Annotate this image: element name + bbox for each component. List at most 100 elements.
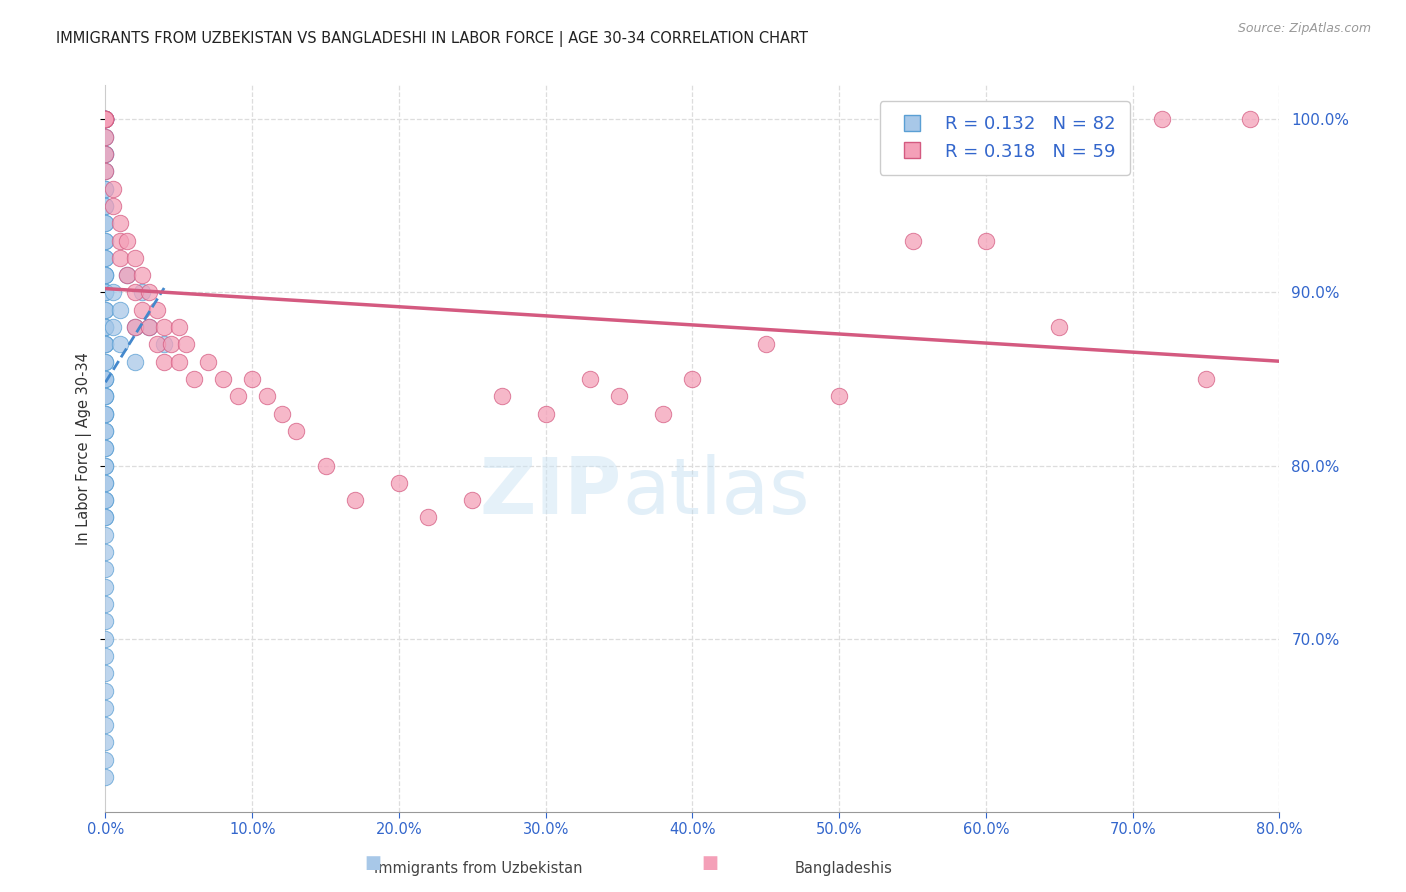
Point <box>94 372 117 386</box>
Point <box>131 302 153 317</box>
Point <box>94 424 117 438</box>
Point <box>94 234 117 248</box>
Point <box>197 354 219 368</box>
Point <box>211 372 233 386</box>
Point <box>534 407 557 421</box>
Point <box>94 164 117 178</box>
Point <box>167 320 190 334</box>
Point <box>94 597 117 611</box>
Point <box>94 510 117 524</box>
Point <box>94 666 117 681</box>
Point <box>101 285 124 300</box>
Point <box>94 285 117 300</box>
Point <box>94 302 117 317</box>
Point <box>94 389 117 403</box>
Point <box>124 251 146 265</box>
Point <box>124 320 146 334</box>
Point <box>94 442 117 455</box>
Point <box>94 320 117 334</box>
Point <box>94 458 117 473</box>
Point <box>901 234 924 248</box>
Point <box>94 216 117 230</box>
Point <box>94 199 117 213</box>
Point <box>94 753 117 767</box>
Point <box>94 199 117 213</box>
Point <box>94 580 117 594</box>
Point <box>94 389 117 403</box>
Point <box>117 268 139 282</box>
Point <box>94 648 117 663</box>
Point <box>315 458 337 473</box>
Point <box>94 112 117 127</box>
Point <box>94 337 117 351</box>
Point <box>94 528 117 542</box>
Point <box>94 147 117 161</box>
Text: Immigrants from Uzbekistan: Immigrants from Uzbekistan <box>374 861 582 876</box>
Point <box>94 615 117 629</box>
Point <box>94 129 117 144</box>
Point <box>755 337 778 351</box>
Point <box>94 302 117 317</box>
Point <box>1239 112 1261 127</box>
Point <box>94 112 117 127</box>
Point <box>94 285 117 300</box>
Point <box>146 302 169 317</box>
Point <box>94 354 117 368</box>
Point <box>94 251 117 265</box>
Point <box>94 770 117 784</box>
Point <box>1150 112 1173 127</box>
Point <box>94 147 117 161</box>
Point <box>94 181 117 195</box>
Point <box>607 389 630 403</box>
Point <box>124 285 146 300</box>
Point <box>94 112 117 127</box>
Point <box>101 199 124 213</box>
Point <box>94 112 117 127</box>
Point <box>108 251 131 265</box>
Point <box>94 545 117 559</box>
Point <box>108 337 131 351</box>
Point <box>94 181 117 195</box>
Point <box>108 302 131 317</box>
Point <box>94 268 117 282</box>
Text: Bangladeshis: Bangladeshis <box>794 861 893 876</box>
Point <box>388 475 411 490</box>
Point <box>94 129 117 144</box>
Point <box>94 389 117 403</box>
Point <box>652 407 675 421</box>
Point <box>94 632 117 646</box>
Point <box>578 372 600 386</box>
Point <box>285 424 308 438</box>
Point <box>94 475 117 490</box>
Point <box>117 234 139 248</box>
Point <box>94 407 117 421</box>
Point <box>138 285 160 300</box>
Point <box>94 268 117 282</box>
Text: IMMIGRANTS FROM UZBEKISTAN VS BANGLADESHI IN LABOR FORCE | AGE 30-34 CORRELATION: IMMIGRANTS FROM UZBEKISTAN VS BANGLADESH… <box>56 31 808 47</box>
Legend: R = 0.132   N = 82, R = 0.318   N = 59: R = 0.132 N = 82, R = 0.318 N = 59 <box>880 101 1129 175</box>
Point <box>146 337 169 351</box>
Point <box>94 372 117 386</box>
Point <box>94 112 117 127</box>
Point <box>94 268 117 282</box>
Text: atlas: atlas <box>621 454 810 530</box>
Point <box>138 320 160 334</box>
Text: ■: ■ <box>364 855 381 872</box>
Point <box>343 493 366 508</box>
Point <box>101 320 124 334</box>
Point <box>270 407 292 421</box>
Point <box>94 683 117 698</box>
Point <box>94 216 117 230</box>
Point <box>94 424 117 438</box>
Point <box>256 389 278 403</box>
Point <box>94 112 117 127</box>
Point <box>682 372 704 386</box>
Point <box>94 458 117 473</box>
Point <box>461 493 484 508</box>
Point <box>94 112 117 127</box>
Text: ZIP: ZIP <box>479 454 621 530</box>
Point <box>131 268 153 282</box>
Point <box>94 718 117 732</box>
Point <box>183 372 205 386</box>
Point <box>101 181 124 195</box>
